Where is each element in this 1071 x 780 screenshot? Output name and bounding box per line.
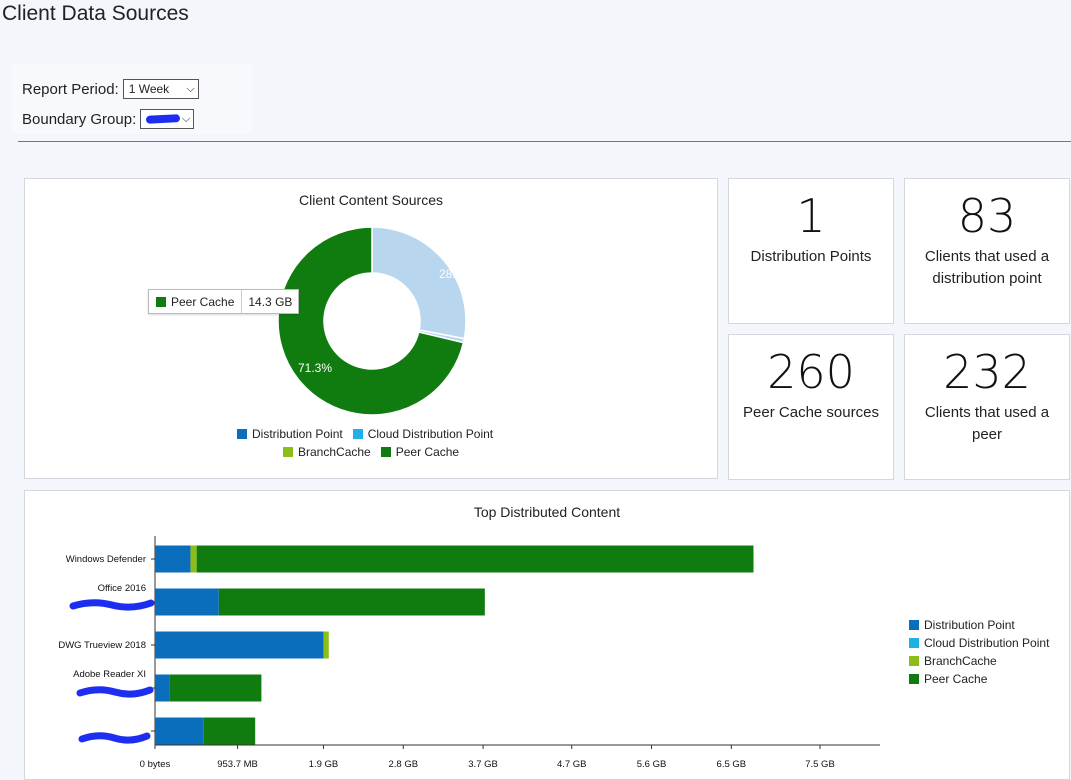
kpi-distribution-points[interactable]: 1 Distribution Points bbox=[728, 178, 894, 324]
kpi-label: Clients that used a distribution point bbox=[924, 248, 1050, 287]
tooltip-swatch bbox=[156, 296, 166, 307]
donut-label-light: 28.0% bbox=[439, 267, 473, 281]
legend-swatch bbox=[237, 429, 247, 439]
legend-swatch bbox=[909, 656, 919, 666]
legend-distribution-point[interactable]: Distribution Point bbox=[237, 427, 343, 441]
client-content-sources-panel: Client Content Sources 28.0% 71.3% Distri… bbox=[24, 178, 718, 479]
boundary-group-select[interactable]: ⌵ bbox=[140, 109, 195, 129]
legend-distribution-point[interactable]: Distribution Point bbox=[909, 618, 1049, 632]
legend-label: Cloud Distribution Point bbox=[924, 636, 1050, 650]
donut-label-dark: 71.3% bbox=[298, 361, 332, 375]
kpi-peer-cache-sources[interactable]: 260 Peer Cache sources bbox=[728, 334, 894, 480]
legend-branchcache[interactable]: BranchCache bbox=[909, 654, 1049, 668]
report-period-label: Report Period: bbox=[22, 80, 119, 98]
donut-slice bbox=[371, 226, 467, 340]
kpi-label: Clients that used a peer bbox=[924, 404, 1050, 443]
donut-slice bbox=[277, 226, 465, 416]
donut-legend-row-2: BranchCache Peer Cache bbox=[283, 445, 469, 459]
legend-cloud-distribution-point[interactable]: Cloud Distribution Point bbox=[352, 427, 494, 441]
legend-peer-cache[interactable]: Peer Cache bbox=[909, 672, 1049, 686]
boundary-group-row: Boundary Group: ⌵ bbox=[22, 109, 195, 129]
kpi-value: 83 bbox=[957, 189, 1017, 243]
legend-label: Distribution Point bbox=[924, 618, 1015, 632]
legend-swatch bbox=[283, 447, 293, 457]
legend-swatch bbox=[380, 447, 391, 457]
legend-swatch bbox=[352, 429, 363, 439]
legend-branchcache[interactable]: BranchCache bbox=[283, 445, 371, 459]
report-period-select[interactable]: 1 Week ⌵ bbox=[122, 79, 199, 99]
kpi-clients-distribution-point[interactable]: 83 Clients that used a distribution poin… bbox=[904, 178, 1070, 324]
redaction-mark bbox=[146, 114, 181, 124]
legend-label: BranchCache bbox=[924, 654, 997, 668]
tooltip-value: 14.3 GB bbox=[248, 294, 293, 309]
legend-cloud-distribution-point[interactable]: Cloud Distribution Point bbox=[909, 636, 1049, 650]
report-period-row: Report Period: 1 Week ⌵ bbox=[22, 79, 199, 99]
legend-label: Distribution Point bbox=[252, 427, 343, 441]
legend-peer-cache[interactable]: Peer Cache bbox=[380, 445, 460, 459]
kpi-value: 1 bbox=[796, 189, 826, 243]
legend-swatch bbox=[909, 638, 919, 648]
boundary-group-label: Boundary Group: bbox=[22, 110, 137, 128]
kpi-label: Distribution Points bbox=[750, 248, 872, 265]
legend-label: Peer Cache bbox=[395, 445, 460, 459]
donut-chart: 28.0% 71.3% bbox=[277, 226, 473, 416]
header-divider bbox=[18, 141, 1071, 142]
filter-area bbox=[12, 64, 252, 134]
legend-swatch bbox=[909, 674, 919, 684]
legend-label: Cloud Distribution Point bbox=[367, 427, 494, 441]
bar-chart-title: Top Distributed Content bbox=[473, 504, 621, 520]
bar-chart-legend: Distribution Point Cloud Distribution Po… bbox=[909, 618, 1059, 690]
legend-label: Peer Cache bbox=[924, 672, 988, 686]
tooltip-series: Peer Cache bbox=[171, 294, 235, 309]
donut-legend-row-1: Distribution Point Cloud Distribution Po… bbox=[237, 427, 503, 441]
chevron-down-icon: ⌵ bbox=[186, 82, 195, 95]
kpi-value: 260 bbox=[767, 345, 855, 399]
kpi-clients-peer[interactable]: 232 Clients that used a peer bbox=[904, 334, 1070, 480]
legend-label: BranchCache bbox=[298, 445, 371, 459]
legend-swatch bbox=[909, 620, 919, 630]
donut-tooltip: Peer Cache 14.3 GB bbox=[148, 289, 300, 314]
chevron-down-icon: ⌵ bbox=[181, 112, 191, 125]
kpi-label: Peer Cache sources bbox=[743, 404, 879, 421]
kpi-value: 232 bbox=[943, 345, 1031, 399]
donut-title: Client Content Sources bbox=[299, 192, 443, 208]
report-period-value: 1 Week bbox=[128, 82, 170, 96]
page-title: Client Data Sources bbox=[2, 2, 189, 25]
